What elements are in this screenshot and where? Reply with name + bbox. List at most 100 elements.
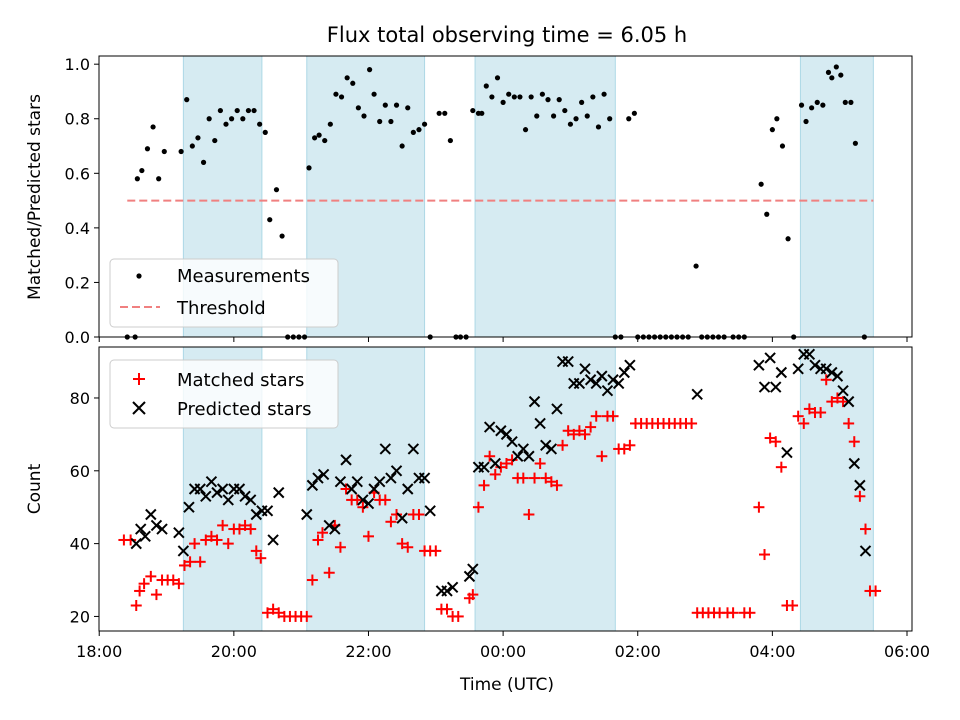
matched-star-point bbox=[323, 567, 335, 579]
matched-star-point bbox=[205, 530, 217, 542]
predicted-star-point bbox=[441, 585, 453, 597]
y-tick-label: 40 bbox=[70, 535, 90, 554]
measurement-point bbox=[350, 80, 356, 86]
matched-star-point bbox=[815, 407, 827, 419]
matched-star-point bbox=[125, 534, 137, 546]
measurement-point bbox=[189, 143, 195, 149]
top-ylabel: Matched/Predicted stars bbox=[25, 94, 45, 300]
matched-star-point bbox=[441, 603, 453, 615]
measurement-point bbox=[388, 118, 394, 125]
predicted-star-point bbox=[758, 381, 771, 393]
measurement-point bbox=[257, 121, 263, 127]
predicted-star-point bbox=[261, 505, 274, 517]
matched-star-point bbox=[540, 472, 552, 484]
predicted-star-point bbox=[584, 374, 597, 386]
measurement-point bbox=[511, 94, 517, 100]
predicted-star-point bbox=[323, 519, 335, 532]
matched-star-point bbox=[334, 541, 346, 553]
measurement-point bbox=[405, 105, 411, 111]
predicted-star-point bbox=[200, 490, 212, 502]
predicted-star-point bbox=[517, 443, 530, 455]
measurement-point bbox=[693, 263, 699, 269]
y-tick-label: 0.4 bbox=[65, 219, 90, 238]
matched-star-point bbox=[402, 541, 414, 553]
predicted-star-point bbox=[612, 377, 625, 390]
measurement-point bbox=[267, 217, 273, 223]
measurement-point bbox=[842, 99, 848, 105]
matched-star-point bbox=[495, 461, 507, 473]
measurement-point bbox=[562, 107, 568, 114]
matched-star-point bbox=[607, 410, 619, 422]
top-legend: Measurements Threshold bbox=[109, 258, 339, 328]
matched-star-point bbox=[551, 479, 563, 491]
matched-star-point bbox=[590, 410, 602, 422]
bottom-panel-frame bbox=[98, 346, 913, 632]
predicted-star-point bbox=[854, 479, 866, 492]
predicted-star-point bbox=[478, 461, 490, 473]
measurement-point bbox=[814, 99, 820, 105]
top-panel: 0.0 0.2 0.4 0.6 0.8 1.0 Matched/Predicted sta… bbox=[25, 55, 913, 347]
shaded-interval bbox=[474, 55, 616, 338]
measurement-point bbox=[595, 124, 602, 130]
top-legend-box bbox=[109, 258, 339, 328]
y-tick-label: 60 bbox=[70, 462, 90, 481]
matched-star-point bbox=[837, 396, 849, 408]
x-tick-label: 04:00 bbox=[749, 642, 795, 661]
bottom-xlabel: Time (UTC) bbox=[459, 675, 554, 695]
matched-star-point bbox=[430, 545, 442, 557]
x-tick-label: 06:00 bbox=[884, 642, 930, 661]
x-tick-label: 00:00 bbox=[480, 642, 526, 661]
predicted-star-point bbox=[500, 428, 513, 441]
matched-star-point bbox=[239, 519, 251, 531]
measurement-point bbox=[522, 127, 529, 133]
measurement-point bbox=[333, 91, 339, 97]
x-tick-label: 20:00 bbox=[211, 642, 257, 661]
measurement-point bbox=[838, 72, 844, 78]
predicted-star-point bbox=[362, 497, 375, 510]
matched-star-point bbox=[340, 483, 352, 495]
predicted-star-point bbox=[418, 472, 431, 484]
matched-star-point bbox=[484, 450, 496, 462]
matched-star-point bbox=[870, 585, 882, 597]
measurement-point bbox=[506, 91, 512, 97]
measurement-point bbox=[626, 116, 632, 122]
measurement-point bbox=[579, 99, 585, 105]
matched-star-point bbox=[775, 461, 787, 473]
measurement-point bbox=[206, 116, 212, 122]
predicted-star-point bbox=[216, 483, 229, 495]
matched-star-point bbox=[854, 490, 866, 502]
measurement-point bbox=[312, 135, 318, 141]
measurement-point bbox=[517, 94, 523, 100]
matched-star-point bbox=[523, 508, 535, 520]
measurement-point bbox=[785, 236, 791, 242]
measurement-point bbox=[139, 167, 145, 174]
measurement-point bbox=[567, 121, 574, 127]
matched-star-point bbox=[500, 458, 512, 470]
matched-star-point bbox=[557, 439, 569, 451]
measurement-point bbox=[217, 107, 223, 114]
matched-star-point bbox=[545, 476, 557, 488]
matched-star-point bbox=[506, 454, 518, 466]
predicted-star-point bbox=[506, 435, 518, 448]
predicted-star-point bbox=[764, 352, 776, 364]
predicted-star-point bbox=[859, 545, 872, 557]
matched-star-point bbox=[686, 417, 698, 429]
measurement-point bbox=[245, 107, 252, 114]
measurement-point bbox=[590, 94, 596, 100]
matched-star-point bbox=[792, 410, 804, 422]
matched-star-point bbox=[134, 585, 146, 597]
measurement-point bbox=[774, 116, 780, 122]
matched-star-point bbox=[245, 523, 257, 535]
measurement-point bbox=[144, 146, 151, 152]
matched-star-point bbox=[379, 494, 391, 506]
matched-star-point bbox=[312, 534, 324, 546]
predicted-star-point bbox=[205, 476, 218, 488]
predicted-star-point bbox=[562, 355, 574, 368]
predicted-star-point bbox=[150, 519, 163, 532]
predicted-star-point bbox=[379, 443, 392, 455]
predicted-star-point bbox=[573, 377, 586, 390]
matched-star-point bbox=[217, 519, 229, 531]
predicted-star-point bbox=[601, 384, 614, 397]
measurement-point bbox=[494, 75, 501, 81]
matched-star-point bbox=[452, 610, 464, 622]
